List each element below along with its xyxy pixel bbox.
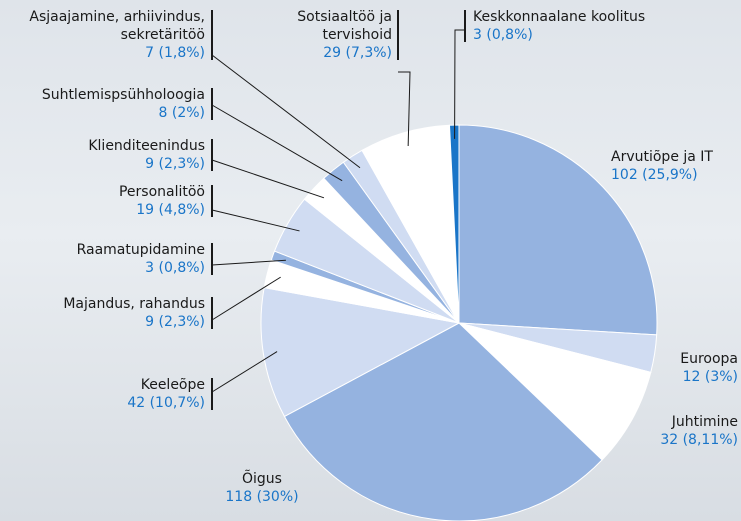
- pie-slice: [458, 124, 658, 336]
- value-label: 102 (25,9%): [611, 167, 698, 183]
- pie-slice: [283, 322, 603, 521]
- value-label: 19 (4,8%): [136, 202, 205, 218]
- leader-line: [211, 159, 325, 199]
- value-label: 7 (1,8%): [145, 45, 205, 61]
- leader-line: [398, 71, 411, 147]
- category-label: Arvutiõpe ja IT: [611, 149, 713, 165]
- slice-label: Arvutiõpe ja IT 102 (25,9%): [611, 148, 713, 184]
- leader-line: [211, 104, 343, 182]
- slice-label: Keeleõpe 42 (10,7%): [0, 376, 205, 412]
- slice-label: Keskkonnaalane koolitus 3 (0,8%): [473, 8, 645, 44]
- category-label: Personalitöö: [118, 184, 205, 200]
- category-label: Suhtlemispsühholoogia: [41, 87, 205, 103]
- category-label: Raamatupidamine: [76, 242, 205, 258]
- value-label: 42 (10,7%): [127, 395, 205, 411]
- slice-label: Asjaajamine, arhiivindus, sekretäritöö 7 …: [0, 8, 205, 62]
- leader-line: [211, 276, 281, 321]
- category-label: Keskkonnaalane koolitus: [473, 9, 646, 25]
- slice-label: Euroopa 12 (3%): [600, 350, 738, 386]
- slice-label: Majandus, rahandus 9 (2,3%): [0, 295, 205, 331]
- category-label: Keeleõpe: [140, 377, 205, 393]
- value-label: 29 (7,3%): [323, 45, 392, 61]
- leader-line: [454, 29, 465, 139]
- slice-label: Klienditeenindus 9 (2,3%): [0, 137, 205, 173]
- value-label: 3 (0,8%): [145, 260, 205, 276]
- category-label: Juhtimine: [671, 414, 738, 430]
- slice-label: Sotsiaaltöö ja tervishoid 29 (7,3%): [190, 8, 392, 62]
- slice-label: Suhtlemispsühholoogia 8 (2%): [0, 86, 205, 122]
- value-label: 12 (3%): [682, 369, 738, 385]
- value-label: 32 (8,11%): [660, 432, 738, 448]
- value-label: 8 (2%): [158, 105, 206, 121]
- leader-line: [211, 209, 300, 232]
- value-label: 118 (30%): [225, 489, 299, 505]
- leader-line: [211, 351, 278, 393]
- pie-slice: [260, 286, 461, 418]
- category-label: Õigus: [242, 471, 282, 487]
- value-label: 3 (0,8%): [473, 27, 533, 43]
- slice-label: Personalitöö 19 (4,8%): [0, 183, 205, 219]
- slice-label: Raamatupidamine 3 (0,8%): [0, 241, 205, 277]
- category-label: Klienditeenindus: [88, 138, 205, 154]
- category-label: Euroopa: [680, 351, 738, 367]
- leader-line: [211, 259, 286, 266]
- category-label: Sotsiaaltöö ja tervishoid: [297, 9, 392, 43]
- category-label: Majandus, rahandus: [63, 296, 205, 312]
- slice-label: Juhtimine 32 (8,11%): [600, 413, 738, 449]
- value-label: 9 (2,3%): [145, 314, 205, 330]
- value-label: 9 (2,3%): [145, 156, 205, 172]
- leader-line: [211, 54, 361, 169]
- pie-slice: [457, 322, 652, 461]
- category-label: Asjaajamine, arhiivindus, sekretäritöö: [29, 9, 205, 43]
- slice-label: Õigus 118 (30%): [192, 470, 332, 506]
